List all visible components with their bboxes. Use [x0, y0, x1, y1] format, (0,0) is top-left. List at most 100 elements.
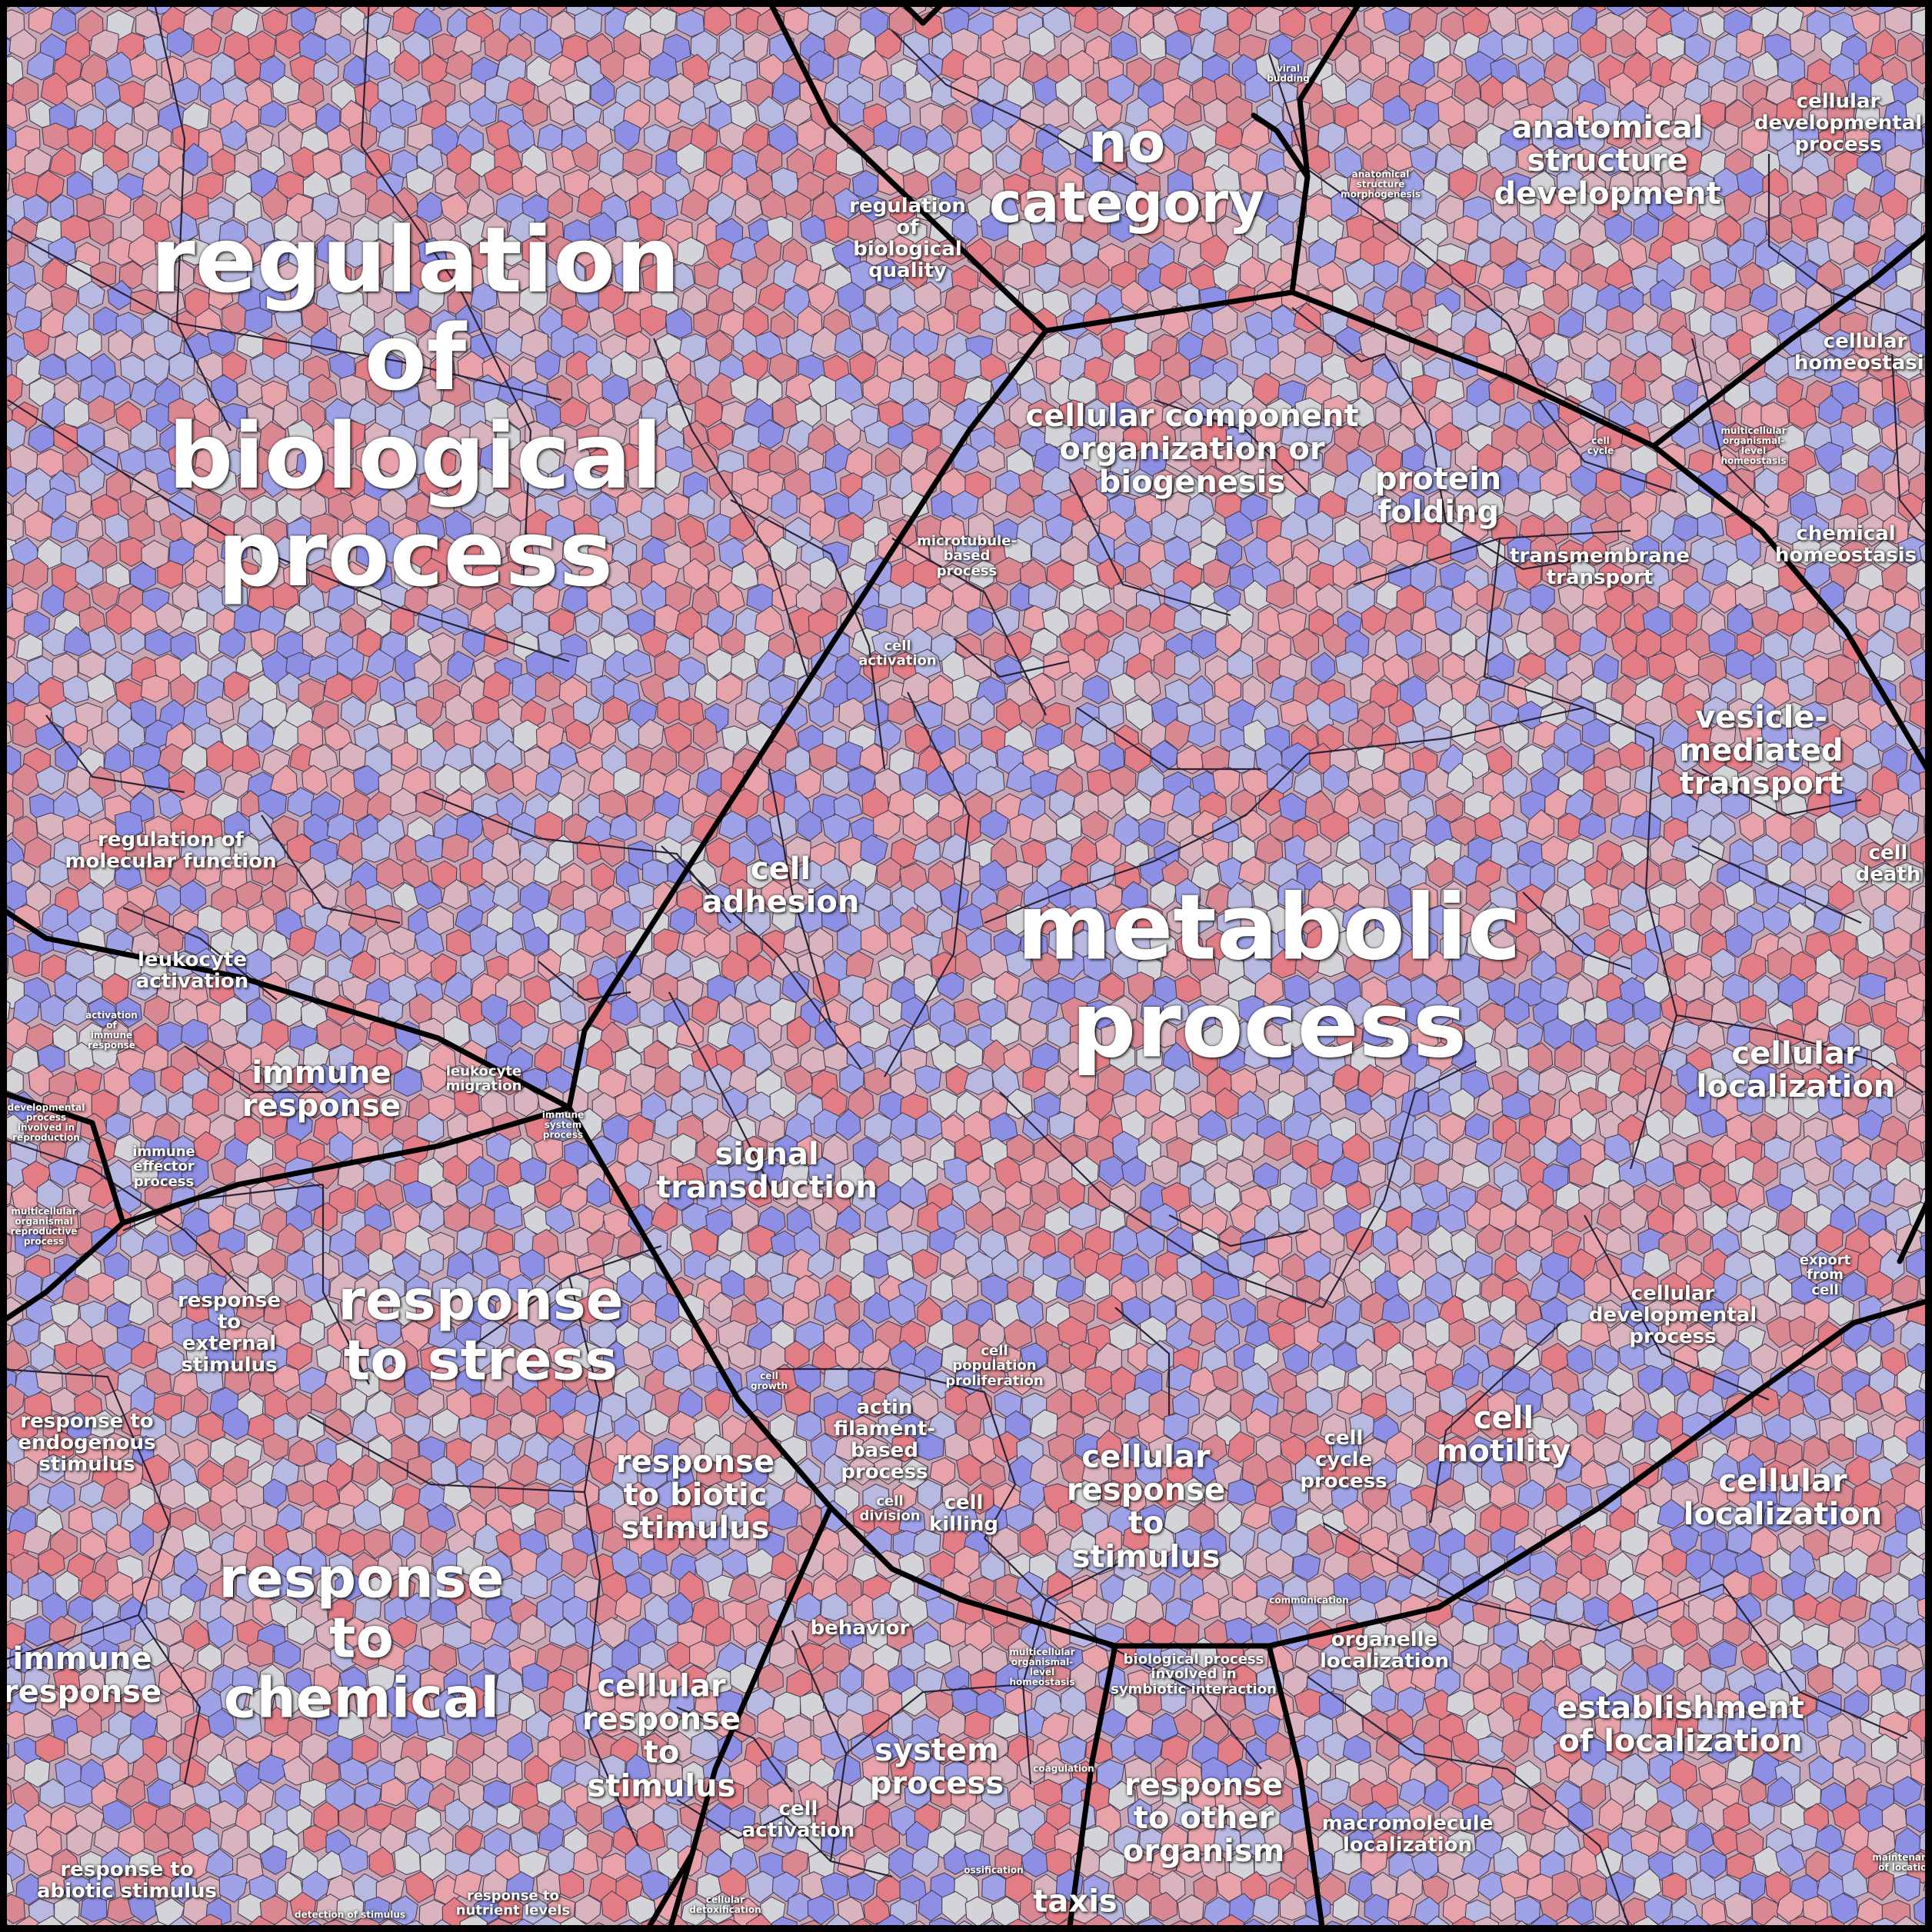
tile	[1135, 1227, 1165, 1259]
tile	[705, 145, 735, 178]
tile	[1020, 1018, 1048, 1048]
tile	[629, 1063, 656, 1095]
tile	[1688, 214, 1717, 242]
tile	[1174, 974, 1203, 1003]
tile	[142, 213, 171, 245]
tile	[1374, 260, 1399, 290]
tile	[704, 1388, 731, 1420]
tile	[1697, 511, 1724, 540]
tile	[505, 77, 536, 107]
tile	[1398, 491, 1425, 521]
tile	[1604, 214, 1633, 245]
tile	[143, 995, 171, 1027]
tile	[1400, 999, 1427, 1027]
tile	[1082, 255, 1110, 288]
tile	[707, 421, 734, 451]
tile	[941, 103, 968, 135]
tile	[1402, 1321, 1428, 1351]
tile	[771, 1044, 799, 1071]
tile	[261, 1111, 288, 1139]
tile	[1422, 32, 1451, 64]
tile	[968, 559, 996, 589]
tile	[1905, 1248, 1932, 1280]
tile	[466, 188, 495, 220]
tile	[1477, 212, 1505, 244]
tile	[65, 260, 93, 291]
tile	[1461, 141, 1490, 173]
tile	[783, 7, 811, 35]
tile	[1151, 1155, 1179, 1185]
tile	[823, 75, 851, 105]
tile	[0, 558, 26, 588]
tile	[166, 27, 193, 58]
tile	[1857, 1024, 1882, 1051]
tile	[88, 216, 114, 247]
tile	[1595, 467, 1624, 495]
tile	[165, 259, 195, 291]
tile	[114, 122, 144, 153]
tile	[1741, 123, 1770, 156]
tile	[315, 103, 341, 134]
tile	[1532, 214, 1561, 244]
tile	[757, 95, 785, 128]
tile	[251, 495, 277, 525]
tile	[1633, 1271, 1660, 1302]
tile	[444, 510, 472, 542]
tile	[1854, 240, 1881, 268]
tile	[848, 1367, 876, 1394]
tile	[168, 351, 195, 382]
tile	[622, 148, 653, 177]
tile	[0, 718, 12, 748]
tile	[1244, 72, 1271, 103]
tile	[299, 1318, 325, 1346]
tile	[792, 258, 822, 291]
tile	[1899, 675, 1924, 706]
tile	[1212, 28, 1241, 59]
tile	[8, 28, 37, 60]
tile	[1214, 1320, 1241, 1353]
tile	[104, 188, 132, 218]
tile	[735, 7, 762, 35]
tile	[559, 994, 587, 1025]
tile	[1709, 259, 1737, 289]
tile	[678, 745, 705, 775]
tile	[1699, 11, 1727, 40]
tile	[392, 187, 418, 221]
tile	[980, 119, 1008, 153]
tile	[446, 929, 475, 957]
tile	[1551, 75, 1578, 108]
tile	[1334, 48, 1361, 82]
tile	[953, 998, 981, 1026]
tile	[1191, 629, 1220, 660]
tile	[1842, 214, 1870, 245]
tile	[784, 190, 811, 221]
tile	[797, 118, 825, 152]
tile	[1410, 188, 1437, 220]
tile	[428, 261, 454, 289]
tile	[193, 768, 223, 799]
tile	[614, 119, 641, 152]
tile	[657, 696, 682, 724]
tile	[1187, 904, 1215, 935]
tile	[1517, 143, 1544, 173]
tile	[1028, 25, 1056, 57]
tile	[377, 76, 406, 107]
tile	[1502, 767, 1528, 799]
tile	[785, 836, 812, 865]
tile	[1254, 1064, 1283, 1094]
tile	[375, 858, 405, 890]
tile	[1881, 374, 1911, 405]
tile	[1255, 5, 1284, 35]
tile	[852, 169, 881, 199]
tile	[1609, 72, 1637, 106]
tile	[1675, 145, 1703, 177]
tile	[1501, 32, 1529, 61]
tile	[1799, 328, 1828, 359]
tile	[652, 1437, 681, 1468]
tile	[118, 261, 144, 290]
tile	[1868, 125, 1897, 156]
tile	[1831, 697, 1860, 728]
tile	[874, 28, 903, 60]
tile	[676, 9, 705, 38]
tile	[831, 239, 861, 269]
